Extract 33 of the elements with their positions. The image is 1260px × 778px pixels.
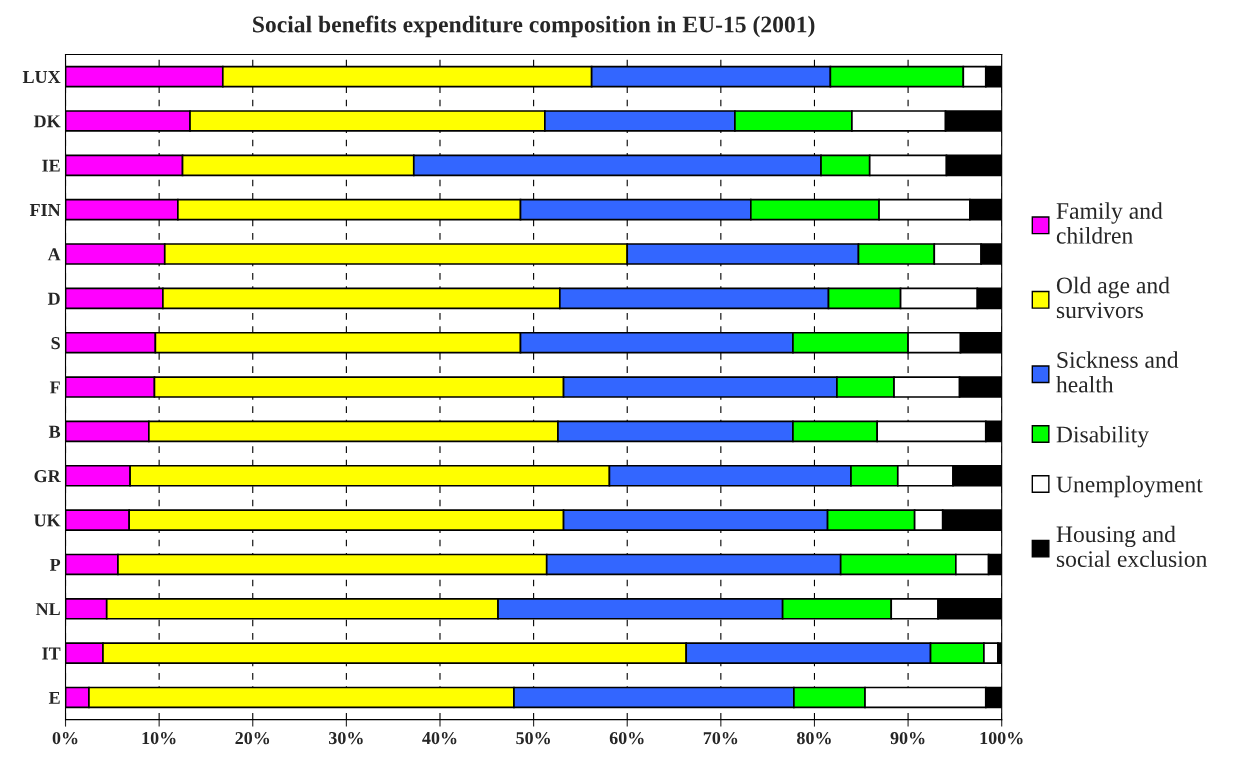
- x-tick-label: 0%: [52, 731, 78, 745]
- x-tick-label: 80%: [797, 731, 831, 745]
- legend-label: Disability: [1056, 425, 1149, 448]
- y-tick-label: E: [48, 691, 60, 704]
- y-tick-label: F: [49, 381, 60, 394]
- x-tick-label: 30%: [329, 731, 363, 745]
- x-tick-label: 20%: [235, 731, 270, 745]
- y-tick-label: IE: [42, 159, 60, 172]
- y-tick-label: P: [49, 558, 61, 571]
- y-tick-label: A: [47, 248, 61, 261]
- y-tick-label: LUX: [22, 71, 61, 84]
- y-tick-label: D: [47, 292, 60, 305]
- x-tick-label: 90%: [890, 731, 925, 745]
- x-tick-label: 70%: [703, 731, 738, 745]
- y-tick-label: NL: [35, 603, 60, 616]
- y-tick-label: DK: [33, 115, 61, 128]
- legend-label: Family and children: [1056, 202, 1163, 244]
- y-tick-label: S: [51, 337, 60, 350]
- x-tick-label: 100%: [980, 731, 1023, 745]
- x-tick-label: 60%: [609, 731, 644, 745]
- y-tick-label: B: [48, 425, 61, 438]
- x-tick-label: 40%: [422, 731, 457, 745]
- chart-title: Social benefits expenditure composition in EU-15 (2001): [253, 15, 815, 38]
- x-tick-label: 50%: [516, 731, 550, 745]
- y-tick-label: FIN: [29, 204, 61, 216]
- legend-label: Housing and social exclusion: [1056, 525, 1208, 568]
- legend-label: Sickness and health: [1056, 351, 1179, 393]
- legend-label: Old age and survivors: [1056, 276, 1170, 319]
- y-tick-label: GR: [34, 470, 61, 483]
- legend-label: Unemployment: [1056, 475, 1203, 498]
- x-tick-label: 10%: [142, 731, 176, 745]
- y-tick-label: IT: [42, 647, 61, 660]
- y-tick-label: UK: [34, 514, 61, 527]
